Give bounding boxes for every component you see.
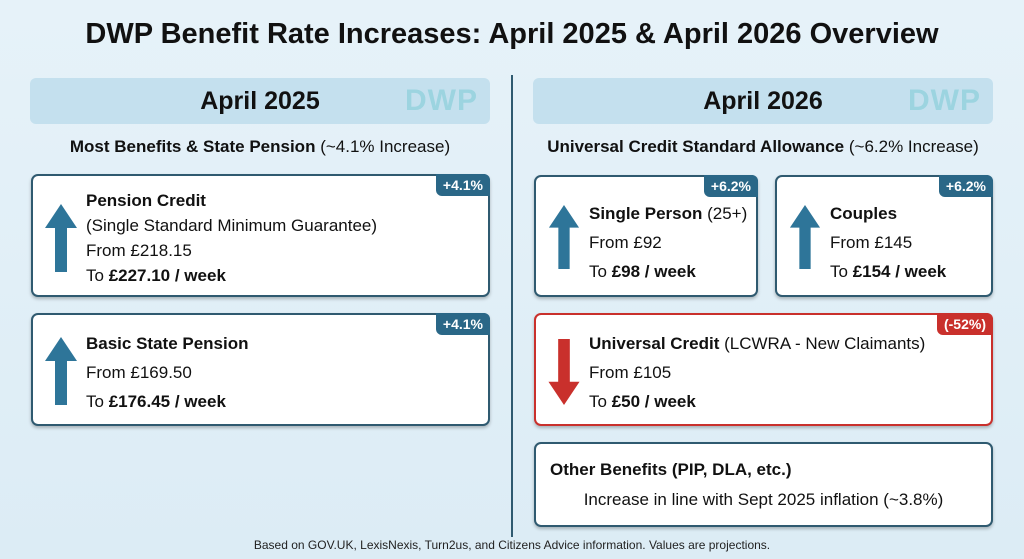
section-header-2025: April 2025 DWP <box>30 78 490 124</box>
change-badge: +4.1% <box>435 313 490 335</box>
card-title: Couples <box>830 204 898 223</box>
to-value: To £227.10 / week <box>86 266 226 285</box>
arrow-up-icon <box>789 205 821 269</box>
from-value: From £92 <box>589 233 662 252</box>
section-subtitle: Universal Credit Standard Allowance (~6.… <box>533 137 993 157</box>
card-title: Single Person <box>589 204 703 223</box>
to-value: To £98 / week <box>589 262 696 281</box>
arrow-down-icon <box>548 339 580 405</box>
from-value: From £218.15 <box>86 241 192 260</box>
dwp-watermark: DWP <box>405 84 478 117</box>
card-basic-state-pension: +4.1% Basic State Pension From £169.50 T… <box>31 313 490 426</box>
change-badge: +4.1% <box>435 174 490 196</box>
to-value: To £176.45 / week <box>86 392 226 411</box>
card-note: (LCWRA - New Claimants) <box>719 334 926 353</box>
card-universal-credit-lcwra: (-52%) Universal Credit (LCWRA - New Cla… <box>534 313 993 426</box>
from-value: From £105 <box>589 363 672 382</box>
dwp-watermark: DWP <box>908 84 981 117</box>
change-badge: +6.2% <box>703 175 758 197</box>
card-title: Basic State Pension <box>86 334 249 353</box>
arrow-up-icon <box>45 204 77 272</box>
change-badge: (-52%) <box>936 313 993 335</box>
subtitle-rest: (~4.1% Increase) <box>315 137 451 156</box>
card-text: Increase in line with Sept 2025 inflatio… <box>583 490 944 509</box>
card-other-benefits: Other Benefits (PIP, DLA, etc.) Increase… <box>534 442 993 527</box>
card-title: Other Benefits (PIP, DLA, etc.) <box>550 460 792 479</box>
card-title: Universal Credit <box>589 334 720 353</box>
subtitle-bold: Most Benefits & State Pension <box>69 137 316 156</box>
card-note: (Single Standard Minimum Guarantee) <box>86 216 378 235</box>
page-title: DWP Benefit Rate Increases: April 2025 &… <box>85 18 939 50</box>
from-value: From £145 <box>830 233 913 252</box>
arrow-up-icon <box>548 205 580 269</box>
card-title: Pension Credit <box>86 191 206 210</box>
to-value: To £154 / week <box>830 262 947 281</box>
subtitle-bold: Universal Credit Standard Allowance <box>547 137 845 156</box>
section-subtitle: Most Benefits & State Pension (~4.1% Inc… <box>30 137 490 157</box>
footer-note: Based on GOV.UK, LexisNexis, Turn2us, an… <box>253 538 771 552</box>
arrow-up-icon <box>45 337 77 405</box>
card-note: (25+) <box>702 204 748 223</box>
section-heading: April 2025 <box>200 87 320 115</box>
change-badge: +6.2% <box>938 175 993 197</box>
to-value: To £50 / week <box>589 392 696 411</box>
card-pension-credit: +4.1% Pension Credit (Single Standard Mi… <box>31 174 490 297</box>
divider <box>511 75 513 537</box>
from-value: From £169.50 <box>86 363 192 382</box>
section-header-2026: April 2026 DWP <box>533 78 993 124</box>
subtitle-rest: (~6.2% Increase) <box>844 137 979 156</box>
card-couples: +6.2% Couples From £145 To £154 / week <box>775 175 993 297</box>
card-single-person: +6.2% Single Person (25+) From £92 To £9… <box>534 175 758 297</box>
section-heading: April 2026 <box>703 87 823 115</box>
